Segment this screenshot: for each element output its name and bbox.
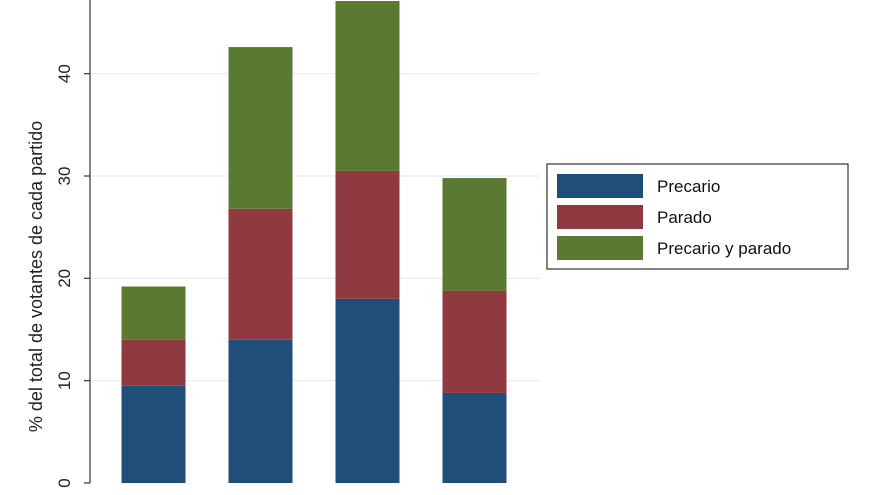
y-tick-label-20: 20: [55, 269, 74, 288]
x-tick-label-ciudadanos: Ciudadanos: [429, 492, 520, 495]
bar-ciudadanos-precario-y-parado: [442, 178, 507, 291]
y-tick-label-40: 40: [55, 64, 74, 83]
bar-psoe-precario: [228, 339, 293, 483]
legend-swatch-precario-y-parado: [557, 236, 643, 260]
bar-podemos-precario-y-parado: [335, 1, 400, 171]
bar-ciudadanos-precario: [442, 392, 507, 483]
legend-swatch-precario: [557, 174, 643, 198]
legend-label-precario-y-parado: Precario y parado: [657, 239, 791, 258]
x-tick-label-psoe: PSOE: [237, 492, 284, 495]
y-tick-label-30: 30: [55, 167, 74, 186]
bar-pp-precario: [121, 385, 186, 483]
bar-podemos-parado: [335, 170, 400, 299]
bar-psoe-precario-y-parado: [228, 47, 293, 209]
y-axis-title: % del total de votantes de cada partido: [26, 121, 46, 432]
bar-psoe-parado: [228, 208, 293, 340]
bar-podemos-precario: [335, 298, 400, 483]
legend-swatch-parado: [557, 205, 643, 229]
x-tick-label-podemos: Podemos: [332, 492, 404, 495]
bars-layer: [121, 1, 507, 483]
x-tick-labels: PP PSOE Podemos Ciudadanos: [142, 492, 520, 495]
bar-pp-parado: [121, 339, 186, 386]
bar-ciudadanos-parado: [442, 290, 507, 393]
legend-label-precario: Precario: [657, 177, 720, 196]
legend-label-parado: Parado: [657, 208, 712, 227]
legend: Precario Parado Precario y parado: [546, 163, 849, 270]
y-tick-label-0: 0: [55, 478, 74, 487]
x-tick-label-pp: PP: [142, 492, 165, 495]
bar-pp-precario-y-parado: [121, 286, 186, 340]
y-tick-labels: 0 10 20 30 40: [55, 64, 90, 488]
y-tick-label-10: 10: [55, 371, 74, 390]
